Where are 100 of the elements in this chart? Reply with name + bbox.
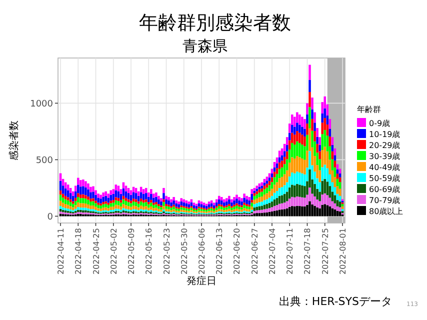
bar (256, 186, 258, 189)
bar (318, 145, 321, 152)
bar (240, 198, 243, 202)
bar (142, 206, 145, 210)
legend-label: 10-19歳 (369, 130, 400, 139)
bar (270, 174, 274, 178)
bar (268, 178, 271, 181)
bar (314, 112, 316, 123)
bar (172, 206, 175, 210)
bar (306, 204, 308, 216)
bar (276, 205, 278, 210)
bar (248, 209, 250, 212)
bar (140, 192, 142, 199)
bar (321, 194, 324, 205)
x-tick-label: 2022-07-11 (286, 228, 295, 274)
bar (238, 200, 240, 205)
bar (82, 179, 84, 186)
x-tick-label: 2022-05-09 (127, 228, 136, 274)
bar (331, 201, 334, 208)
bar (243, 194, 246, 198)
bar (77, 193, 80, 198)
x-tick-label: 2022-05-23 (162, 228, 172, 274)
legend-label: 80歳以上 (369, 207, 404, 216)
bar (190, 208, 193, 210)
bar (165, 199, 168, 204)
bar (92, 198, 94, 202)
bar (296, 172, 298, 184)
bar (77, 210, 80, 212)
x-tick-label: 2022-05-16 (144, 228, 154, 274)
bar (102, 192, 104, 197)
bar (334, 155, 336, 161)
bar (258, 186, 261, 190)
bar (172, 200, 175, 205)
x-tick-label: 2022-04-25 (92, 228, 101, 274)
bar (77, 197, 80, 202)
x-tick-label: 2022-06-27 (250, 228, 260, 274)
bar (127, 206, 130, 210)
x-tick-label: 2022-04-11 (56, 228, 66, 274)
bar (90, 198, 92, 202)
bar (90, 186, 92, 192)
bar (301, 173, 304, 186)
bar (250, 194, 253, 200)
bar (117, 191, 120, 198)
bar (301, 206, 304, 216)
bar (102, 202, 104, 204)
bar (104, 204, 107, 208)
bar (240, 201, 243, 206)
bar (155, 196, 158, 202)
bar (102, 196, 104, 202)
bar (236, 194, 238, 199)
bar (87, 196, 90, 200)
bar (148, 192, 150, 197)
bar (114, 197, 118, 200)
bar (84, 204, 87, 208)
bar (226, 207, 228, 210)
bar (308, 80, 311, 92)
bar (66, 197, 70, 200)
bar (82, 198, 84, 204)
bar (243, 204, 246, 208)
bar (226, 201, 228, 206)
chart-title: 年齢群別感染者数 (139, 12, 291, 34)
bar (104, 201, 107, 204)
bar (69, 193, 72, 200)
bar (301, 116, 304, 127)
bar (266, 204, 268, 209)
bar (338, 207, 342, 212)
bar (294, 126, 296, 135)
legend-label: 50-59歳 (369, 174, 400, 183)
bar (291, 157, 294, 172)
bar (308, 188, 311, 202)
legend-title: 年齢群 (357, 105, 381, 114)
bar (82, 208, 84, 210)
bar (62, 198, 64, 203)
bar (90, 192, 92, 199)
bar (291, 206, 294, 216)
bar (250, 206, 253, 210)
bar (223, 199, 226, 202)
bar (280, 155, 284, 161)
bar (318, 208, 321, 216)
bar (294, 173, 296, 186)
bar (296, 122, 298, 132)
x-tick-label: 2022-05-02 (109, 228, 118, 274)
bar (228, 206, 230, 209)
bar (314, 131, 316, 142)
bar (226, 198, 228, 202)
bar (84, 195, 87, 199)
bar (268, 208, 271, 212)
bar (182, 208, 186, 210)
bar (294, 158, 296, 174)
bar (268, 198, 271, 203)
bar (100, 208, 102, 212)
x-tick-label: 2022-06-20 (232, 228, 242, 274)
bar (294, 185, 296, 198)
bar (180, 201, 182, 206)
bar (230, 208, 233, 210)
bar (87, 204, 90, 208)
bar (301, 126, 304, 135)
bar (250, 200, 253, 203)
bar (87, 183, 90, 190)
bar (338, 174, 342, 178)
